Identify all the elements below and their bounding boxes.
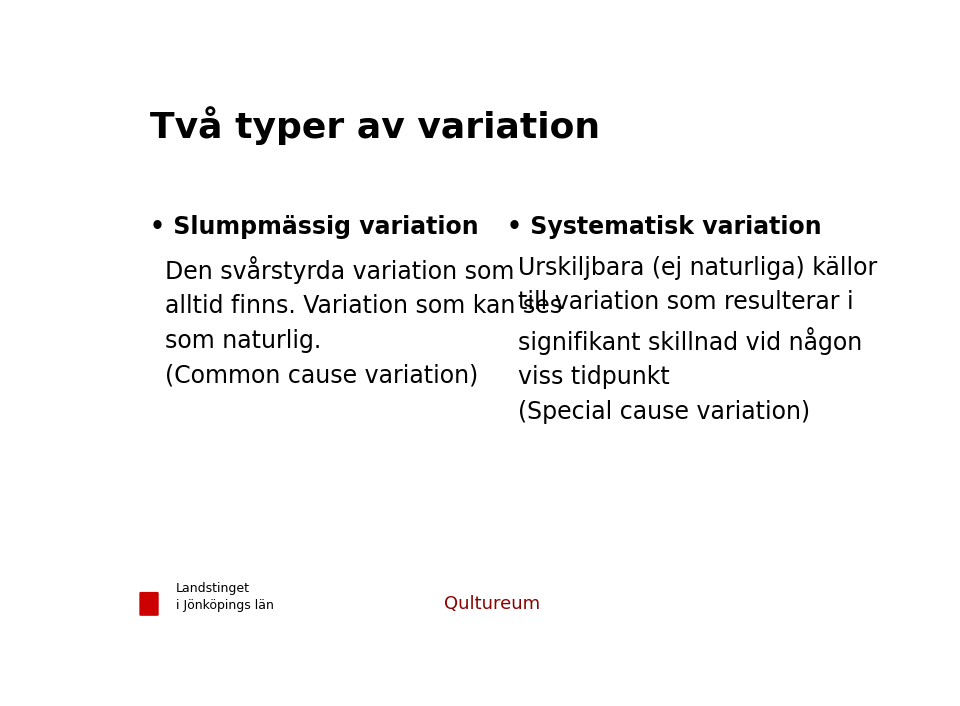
Text: Den svårstyrda variation som
alltid finns. Variation som kan ses
som naturlig.
(: Den svårstyrda variation som alltid finn… xyxy=(165,256,562,387)
Text: Landstinget
i Jönköpings län: Landstinget i Jönköpings län xyxy=(176,582,274,612)
Text: Urskiljbara (ej naturliga) källor
till variation som resulterar i
signifikant sk: Urskiljbara (ej naturliga) källor till v… xyxy=(518,256,877,424)
Text: • Slumpmässig variation: • Slumpmässig variation xyxy=(150,215,478,239)
Text: • Systematisk variation: • Systematisk variation xyxy=(507,215,822,239)
Text: Två typer av variation: Två typer av variation xyxy=(150,107,600,145)
FancyBboxPatch shape xyxy=(139,592,158,616)
Text: Qultureum: Qultureum xyxy=(444,595,540,613)
